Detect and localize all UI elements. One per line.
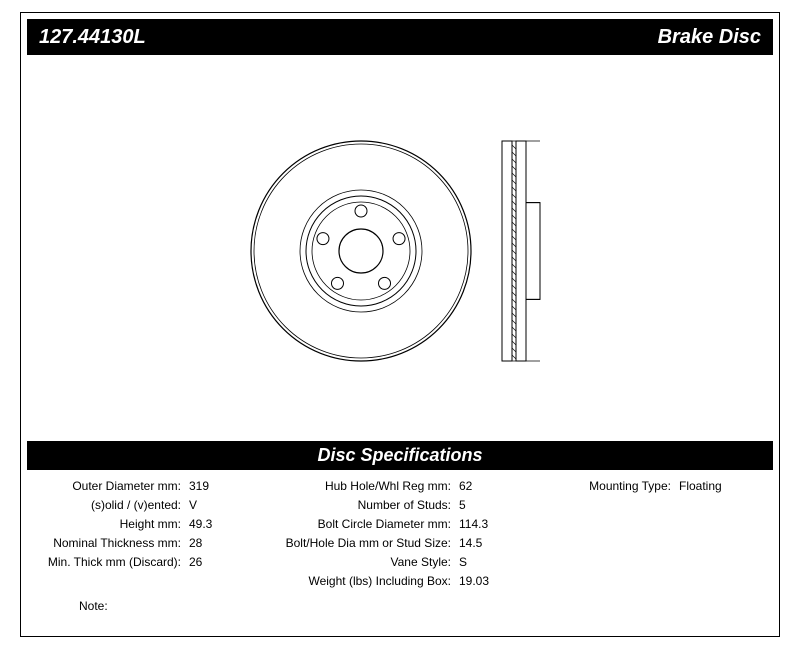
spec-label: Nominal Thickness mm: [31, 535, 181, 551]
spec-value: 5 [459, 497, 511, 513]
spec-value: 26 [189, 554, 241, 570]
note-label: Note: [21, 593, 779, 613]
disc-side-view [494, 136, 554, 366]
spec-value: 319 [189, 478, 241, 494]
spec-label: Number of Studs: [241, 497, 451, 513]
spec-value: 62 [459, 478, 511, 494]
spec-value: 28 [189, 535, 241, 551]
spec-col3-values: Floating [671, 478, 731, 589]
product-type: Brake Disc [658, 26, 761, 49]
spec-label: Min. Thick mm (Discard): [31, 554, 181, 570]
spec-label: Bolt/Hole Dia mm or Stud Size: [241, 535, 451, 551]
spec-label: Mounting Type: [511, 478, 671, 494]
spec-label: Weight (lbs) Including Box: [241, 573, 451, 589]
spec-col2-values: 62 5 114.3 14.5 S 19.03 [451, 478, 511, 589]
spec-label: Bolt Circle Diameter mm: [241, 516, 451, 532]
spec-title-bar: Disc Specifications [27, 441, 773, 470]
spec-label: (s)olid / (v)ented: [31, 497, 181, 513]
spec-label: Hub Hole/Whl Reg mm: [241, 478, 451, 494]
spec-col1-values: 319 V 49.3 28 26 [181, 478, 241, 589]
spec-value: 14.5 [459, 535, 511, 551]
spec-grid: Outer Diameter mm: (s)olid / (v)ented: Hei… [21, 470, 779, 593]
spec-col2-labels: Hub Hole/Whl Reg mm: Number of Studs: Bolt… [241, 478, 451, 589]
diagram-area [21, 61, 779, 441]
spec-value: 49.3 [189, 516, 241, 532]
spec-value: 114.3 [459, 516, 511, 532]
disc-front-view [246, 136, 476, 366]
header-bar: 127.44130L Brake Disc [27, 19, 773, 55]
spec-value: S [459, 554, 511, 570]
spec-value: Floating [679, 478, 731, 494]
spec-value: V [189, 497, 241, 513]
spec-sheet-page: 127.44130L Brake Disc Disc Specification… [20, 12, 780, 637]
spec-label: Vane Style: [241, 554, 451, 570]
spec-col1-labels: Outer Diameter mm: (s)olid / (v)ented: Hei… [31, 478, 181, 589]
spec-col3-labels: Mounting Type: [511, 478, 671, 589]
spec-label: Outer Diameter mm: [31, 478, 181, 494]
spec-label: Height mm: [31, 516, 181, 532]
part-number: 127.44130L [39, 26, 146, 49]
spec-value: 19.03 [459, 573, 511, 589]
